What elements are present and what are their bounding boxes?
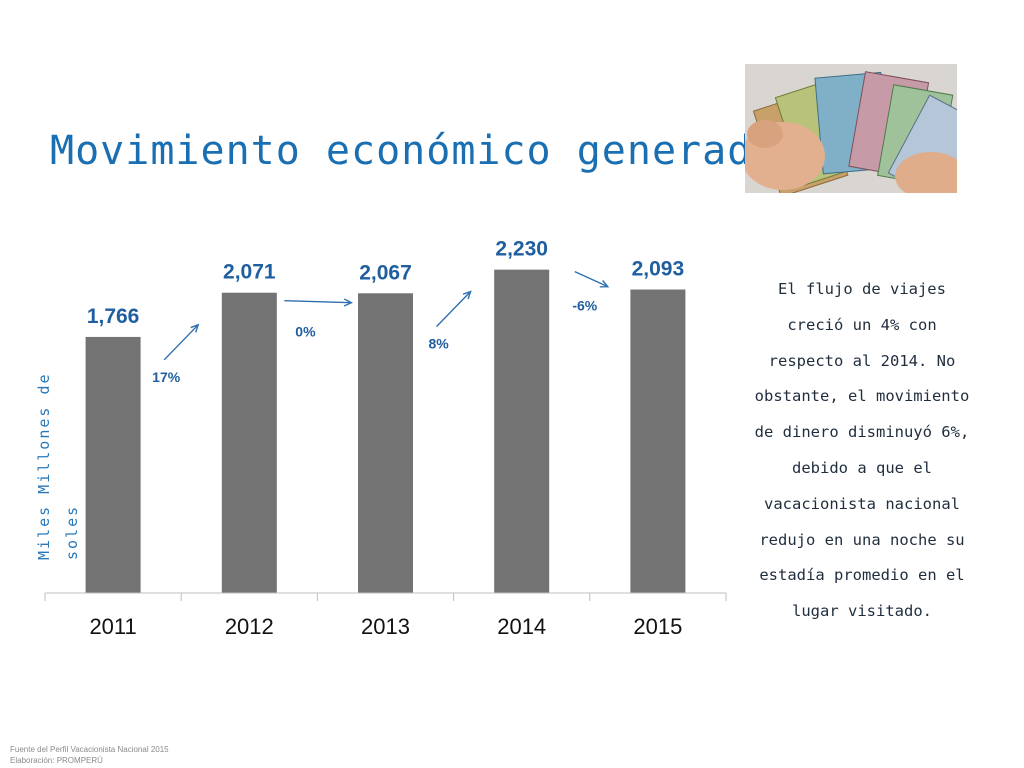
source-line: Fuente del Perfil Vacacionista Nacional …: [10, 745, 169, 754]
bar-2013: [358, 293, 413, 593]
x-tick-label-2015: 2015: [633, 614, 682, 639]
side-note: El flujo de viajes creció un 4% con resp…: [754, 280, 970, 621]
growth-arrow: [436, 290, 472, 327]
data-label-2013: 2,067: [359, 261, 412, 284]
data-label-2014: 2,230: [495, 238, 548, 261]
x-tick-label-2012: 2012: [225, 614, 274, 639]
source-note: Fuente del Perfil Vacacionista Nacional …: [10, 744, 169, 766]
growth-arrow: [163, 324, 199, 361]
growth-label: 17%: [152, 369, 181, 385]
growth-label: 8%: [428, 335, 449, 351]
data-label-2012: 2,071: [223, 261, 276, 284]
bar-2011: [85, 336, 141, 593]
growth-label: -6%: [572, 298, 597, 314]
slide-title: Movimiento económico generado: [50, 128, 778, 174]
growth-arrow-head: [190, 323, 200, 333]
money-banknotes-photo: [745, 64, 957, 193]
bar-2012: [221, 292, 277, 593]
growth-arrow: [284, 300, 352, 304]
bar-2015: [630, 289, 686, 593]
growth-arrow-head: [462, 290, 472, 300]
x-tick-label-2013: 2013: [361, 614, 410, 639]
data-label-2011: 1,766: [87, 305, 140, 328]
growth-arrow-head: [343, 298, 354, 307]
y-axis-label: Miles Millones de soles: [35, 372, 81, 560]
growth-label: 0%: [295, 324, 316, 340]
credits-line: Elaboración: PROMPERÚ: [10, 756, 103, 765]
growth-arrow: [574, 271, 609, 288]
x-tick-label-2011: 2011: [89, 614, 136, 639]
growth-arrow-head: [599, 280, 610, 288]
x-tick-label-2014: 2014: [497, 614, 546, 639]
bar-2014: [494, 269, 550, 593]
data-label-2015: 2,093: [632, 258, 685, 281]
